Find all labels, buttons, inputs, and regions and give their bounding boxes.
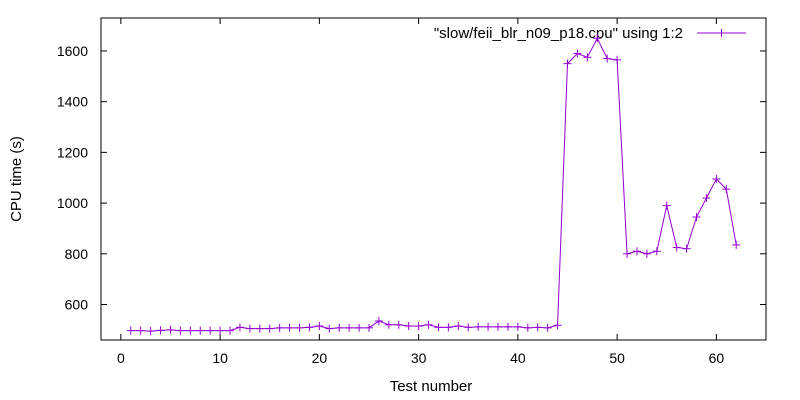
data-point [682, 244, 691, 253]
data-point [702, 194, 711, 203]
series-layer [126, 34, 741, 336]
data-point [355, 323, 364, 332]
x-tick-label: 0 [117, 350, 125, 366]
data-point [235, 323, 244, 332]
data-point [226, 326, 235, 335]
y-tick-label: 600 [65, 297, 89, 313]
data-point [216, 326, 225, 335]
y-tick-label: 1200 [57, 144, 88, 160]
data-point [474, 322, 483, 331]
y-axis-ticks: 600 800 1000 1200 1400 1600 [57, 43, 766, 313]
data-point [672, 243, 681, 252]
data-point [176, 326, 185, 335]
data-point [712, 175, 721, 183]
x-tick-label: 30 [411, 350, 427, 366]
data-point [513, 322, 522, 331]
y-axis-label: CPU time (s) [8, 136, 25, 222]
data-point [563, 59, 572, 68]
data-point [523, 323, 532, 332]
data-point [245, 324, 254, 333]
x-tick-label: 60 [709, 350, 725, 366]
data-point [662, 201, 671, 210]
data-point [126, 326, 135, 335]
data-point [444, 323, 453, 332]
data-point [424, 320, 433, 329]
data-point [484, 322, 493, 331]
data-point [414, 322, 423, 331]
legend: "slow/feii_blr_n09_p18.cpu" using 1:2 [434, 25, 746, 42]
legend-label: "slow/feii_blr_n09_p18.cpu" using 1:2 [434, 25, 683, 42]
data-point [593, 34, 602, 43]
data-point [265, 324, 274, 333]
data-point [404, 322, 413, 331]
data-point [156, 326, 165, 335]
data-point [166, 325, 175, 334]
data-point [464, 323, 473, 332]
data-point [533, 323, 542, 332]
data-point [434, 323, 443, 332]
data-point [305, 323, 314, 332]
data-point [692, 213, 701, 222]
data-point [623, 249, 632, 258]
y-tick-label: 800 [65, 246, 89, 262]
data-point [146, 327, 155, 336]
y-tick-label: 1000 [57, 195, 88, 211]
x-axis-label: Test number [390, 378, 473, 395]
data-point [454, 322, 463, 331]
data-point [394, 320, 403, 329]
x-axis-ticks: 0 10 20 30 40 50 60 [117, 18, 724, 366]
x-tick-label: 20 [312, 350, 328, 366]
data-point [384, 320, 393, 329]
data-point [364, 323, 373, 332]
data-point [503, 322, 512, 331]
plot-frame [100, 17, 767, 341]
data-point [295, 323, 304, 332]
data-point [652, 247, 661, 256]
legend-swatch-marker [717, 29, 726, 37]
data-point [553, 321, 562, 330]
data-point [603, 54, 612, 63]
data-point [196, 326, 205, 335]
y-tick-label: 1400 [57, 94, 88, 110]
x-tick-label: 10 [212, 350, 228, 366]
data-point [206, 326, 215, 335]
data-point [632, 247, 641, 256]
y-tick-label: 1600 [57, 43, 88, 59]
data-point [573, 49, 582, 58]
data-point [315, 322, 324, 331]
data-point [335, 323, 344, 332]
data-point [583, 53, 592, 62]
data-point [136, 326, 145, 335]
data-point [732, 240, 741, 249]
x-tick-label: 50 [609, 350, 625, 366]
data-point [186, 326, 195, 335]
data-point [255, 324, 264, 333]
data-point [642, 249, 651, 258]
data-point [374, 316, 383, 325]
series-line [130, 37, 737, 332]
data-point [345, 323, 354, 332]
data-point [722, 185, 731, 194]
data-point [494, 322, 503, 331]
data-point [325, 324, 334, 333]
data-point [275, 323, 284, 332]
data-point [543, 323, 552, 332]
data-point [613, 55, 622, 64]
data-point [285, 323, 294, 332]
x-tick-label: 40 [510, 350, 526, 366]
